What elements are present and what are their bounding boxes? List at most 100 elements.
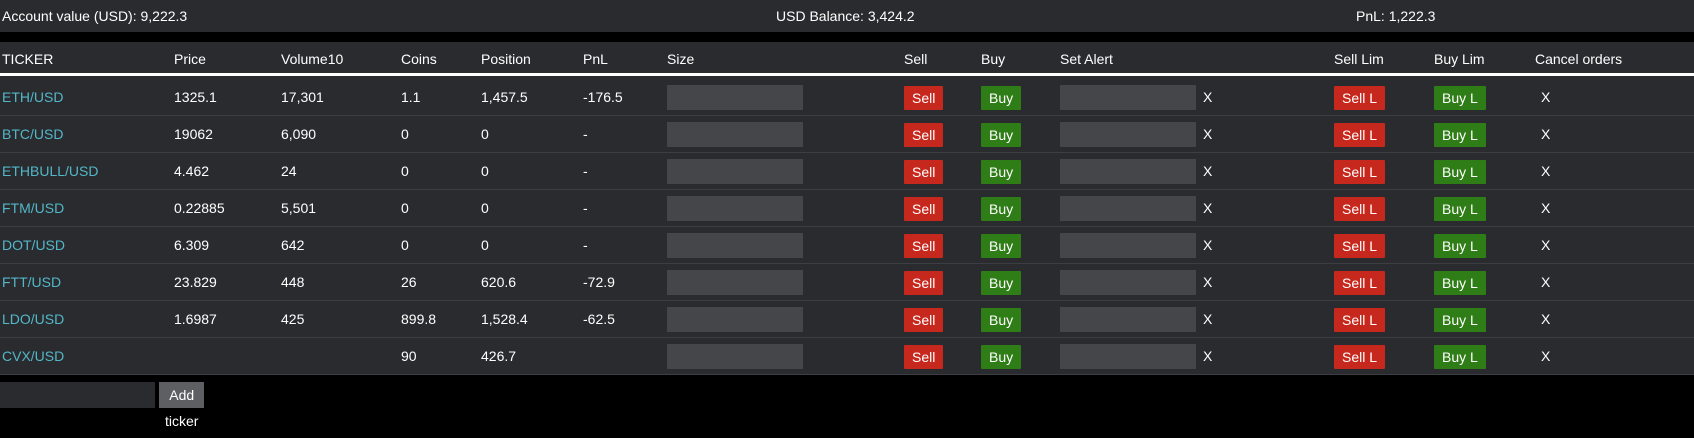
alert-input[interactable]: [1060, 196, 1196, 221]
price-cell: 0.22885: [174, 200, 225, 216]
sell-button[interactable]: Sell: [904, 345, 944, 369]
ticker-link[interactable]: BTC/USD: [2, 126, 64, 142]
position-cell: 0: [481, 200, 489, 216]
cancel-orders-button[interactable]: X: [1541, 311, 1551, 327]
buy-limit-button[interactable]: Buy L: [1434, 197, 1486, 221]
clear-alert-button[interactable]: X: [1203, 163, 1213, 179]
buy-button[interactable]: Buy: [981, 308, 1022, 332]
cancel-orders-button[interactable]: X: [1541, 126, 1551, 142]
sell-limit-button[interactable]: Sell L: [1334, 234, 1386, 258]
price-cell: 1325.1: [174, 89, 217, 105]
col-price: Price: [174, 51, 206, 67]
sell-limit-button[interactable]: Sell L: [1334, 86, 1386, 110]
buy-limit-button[interactable]: Buy L: [1434, 234, 1486, 258]
buy-button[interactable]: Buy: [981, 197, 1022, 221]
buy-limit-button[interactable]: Buy L: [1434, 160, 1486, 184]
ticker-link[interactable]: CVX/USD: [2, 348, 65, 364]
sell-button[interactable]: Sell: [904, 160, 944, 184]
buy-limit-button[interactable]: Buy L: [1434, 123, 1486, 147]
alert-input[interactable]: [1060, 159, 1196, 184]
clear-alert-button[interactable]: X: [1203, 237, 1213, 253]
sell-limit-button[interactable]: Sell L: [1334, 271, 1386, 295]
col-sell: Sell: [904, 51, 928, 67]
ticker-link[interactable]: ETHBULL/USD: [2, 163, 99, 179]
buy-button[interactable]: Buy: [981, 271, 1022, 295]
pnl-cell: -: [583, 237, 588, 253]
buy-button[interactable]: Buy: [981, 234, 1022, 258]
alert-input[interactable]: [1060, 344, 1196, 369]
price-cell: 19062: [174, 126, 213, 142]
volume-cell: 642: [281, 237, 305, 253]
total-pnl: PnL: 1,222.3: [1356, 8, 1436, 24]
ticker-link[interactable]: FTM/USD: [2, 200, 65, 216]
ticker-link[interactable]: LDO/USD: [2, 311, 65, 327]
cancel-orders-button[interactable]: X: [1541, 200, 1551, 216]
cancel-orders-button[interactable]: X: [1541, 274, 1551, 290]
cancel-orders-button[interactable]: X: [1541, 237, 1551, 253]
cancel-orders-button[interactable]: X: [1541, 89, 1551, 105]
buy-limit-button[interactable]: Buy L: [1434, 271, 1486, 295]
clear-alert-button[interactable]: X: [1203, 126, 1213, 142]
buy-limit-button[interactable]: Buy L: [1434, 345, 1486, 369]
alert-input[interactable]: [1060, 233, 1196, 258]
ticker-link[interactable]: DOT/USD: [2, 237, 65, 253]
size-input[interactable]: [667, 122, 803, 147]
clear-alert-button[interactable]: X: [1203, 89, 1213, 105]
alert-input[interactable]: [1060, 85, 1196, 110]
volume-cell: 17,301: [281, 89, 324, 105]
add-ticker-input[interactable]: [0, 382, 155, 408]
volume-cell: 5,501: [281, 200, 317, 216]
buy-limit-button[interactable]: Buy L: [1434, 308, 1486, 332]
table-header: TICKER Price Volume10 Coins Position PnL…: [0, 42, 1694, 76]
sell-button[interactable]: Sell: [904, 197, 944, 221]
sell-limit-button[interactable]: Sell L: [1334, 345, 1386, 369]
clear-alert-button[interactable]: X: [1203, 311, 1213, 327]
pnl-cell: -176.5: [583, 89, 623, 105]
pnl-cell: -62.5: [583, 311, 615, 327]
sell-limit-button[interactable]: Sell L: [1334, 123, 1386, 147]
sell-button[interactable]: Sell: [904, 271, 944, 295]
col-sell-lim: Sell Lim: [1334, 51, 1384, 67]
sell-limit-button[interactable]: Sell L: [1334, 160, 1386, 184]
ticker-link[interactable]: FTT/USD: [2, 274, 62, 290]
position-cell: 0: [481, 126, 489, 142]
sell-button[interactable]: Sell: [904, 123, 944, 147]
sell-button[interactable]: Sell: [904, 234, 944, 258]
alert-input[interactable]: [1060, 307, 1196, 332]
ticker-link[interactable]: ETH/USD: [2, 89, 64, 105]
col-coins: Coins: [401, 51, 437, 67]
sell-button[interactable]: Sell: [904, 308, 944, 332]
buy-button[interactable]: Buy: [981, 160, 1022, 184]
buy-button[interactable]: Buy: [981, 86, 1022, 110]
buy-limit-button[interactable]: Buy L: [1434, 86, 1486, 110]
add-ticker-button[interactable]: Add ticker: [159, 382, 205, 429]
size-input[interactable]: [667, 85, 803, 110]
clear-alert-button[interactable]: X: [1203, 274, 1213, 290]
cancel-orders-button[interactable]: X: [1541, 163, 1551, 179]
coins-cell: 90: [401, 348, 417, 364]
price-cell: 1.6987: [174, 311, 217, 327]
sell-limit-button[interactable]: Sell L: [1334, 308, 1386, 332]
clear-alert-button[interactable]: X: [1203, 200, 1213, 216]
table-row: FTT/USD 23.829 448 26 620.6 -72.9 Sell Buy X Sell…: [0, 264, 1694, 301]
price-cell: 6.309: [174, 237, 210, 253]
size-input[interactable]: [667, 233, 803, 258]
position-cell: 0: [481, 237, 489, 253]
cancel-orders-button[interactable]: X: [1541, 348, 1551, 364]
coins-cell: 0: [401, 200, 409, 216]
alert-input[interactable]: [1060, 122, 1196, 147]
size-input[interactable]: [667, 196, 803, 221]
size-input[interactable]: [667, 159, 803, 184]
table-row: BTC/USD 19062 6,090 0 0 - Sell Buy X Sell L Buy L X: [0, 116, 1694, 153]
buy-button[interactable]: Buy: [981, 123, 1022, 147]
coins-cell: 0: [401, 126, 409, 142]
size-input[interactable]: [667, 307, 803, 332]
alert-input[interactable]: [1060, 270, 1196, 295]
sell-limit-button[interactable]: Sell L: [1334, 197, 1386, 221]
size-input[interactable]: [667, 270, 803, 295]
sell-button[interactable]: Sell: [904, 86, 944, 110]
volume-cell: 24: [281, 163, 297, 179]
size-input[interactable]: [667, 344, 803, 369]
clear-alert-button[interactable]: X: [1203, 348, 1213, 364]
buy-button[interactable]: Buy: [981, 345, 1022, 369]
